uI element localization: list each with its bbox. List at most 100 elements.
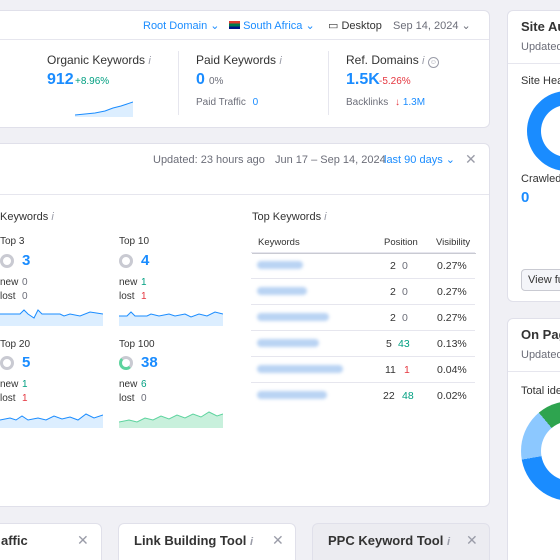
root-domain-dropdown[interactable]: Root Domain ⌄ — [143, 19, 219, 32]
divider — [0, 194, 489, 195]
country-dropdown[interactable]: South Africa ⌄ — [229, 19, 315, 32]
keyword-blurred[interactable] — [257, 365, 343, 373]
position-value: 22 — [383, 390, 395, 402]
organic-change: +8.96% — [75, 76, 110, 87]
new-value: 0 — [22, 277, 28, 288]
on-page-card: On Pag Updated Total ide — [507, 318, 560, 560]
table-row[interactable]: 5 43 0.13% — [251, 330, 475, 356]
info-icon: i — [446, 536, 451, 548]
top20-title: Top 20 — [0, 339, 31, 350]
crawled-value[interactable]: 0 — [521, 189, 530, 206]
link-building-card: Link Building Tool i ✕ — [118, 523, 296, 560]
paid-keywords-value[interactable]: 0 — [196, 71, 205, 88]
info-icon: i — [148, 55, 151, 67]
date-selector[interactable]: Sep 14, 2024 ⌄ — [393, 19, 471, 32]
backlinks-text: Backlinks — [346, 97, 389, 108]
info-icon: i — [279, 55, 282, 67]
visibility-value: 0.02% — [437, 390, 467, 402]
top10-value[interactable]: 4 — [141, 252, 150, 269]
top3-value[interactable]: 3 — [22, 252, 31, 269]
keyword-blurred[interactable] — [257, 391, 327, 399]
lost-value: 1 — [22, 393, 28, 404]
position-change: 0 — [402, 286, 408, 298]
visibility-value: 0.04% — [437, 364, 467, 376]
table-row[interactable]: 2 0 0.27% — [251, 278, 475, 304]
col-visibility[interactable]: Visibility — [436, 237, 471, 248]
ppc-keyword-text: PPC Keyword Tool — [328, 533, 444, 548]
keyword-blurred[interactable] — [257, 339, 319, 347]
root-domain-label: Root Domain — [143, 20, 208, 32]
backlinks-value[interactable]: 1.3M — [402, 97, 426, 108]
visibility-value: 0.27% — [437, 260, 467, 272]
top20-lost: lost 1 — [0, 393, 28, 404]
top20-value[interactable]: 5 — [22, 354, 31, 371]
col-keywords[interactable]: Keywords — [258, 237, 300, 248]
info-icon: i — [51, 211, 54, 223]
domain-overview-card: Root Domain ⌄ South Africa ⌄ ▭ Desktop S… — [0, 10, 490, 128]
backlinks-label: Backlinks ↓ 1.3M — [346, 97, 425, 108]
close-icon[interactable]: ✕ — [465, 151, 477, 167]
new-label: new — [119, 379, 138, 390]
period-dropdown[interactable]: last 90 days ⌄ — [384, 153, 455, 166]
view-full-report-button[interactable]: View fu — [521, 269, 560, 291]
lost-label: lost — [119, 393, 135, 404]
crawled-label: Crawled — [521, 173, 560, 185]
keyword-blurred[interactable] — [257, 261, 303, 269]
ref-domains-text: Ref. Domains — [346, 53, 419, 67]
chevron-down-icon: ⌄ — [305, 20, 315, 32]
paid-traffic-label: Paid Traffic 0 — [196, 97, 258, 108]
new-value: 6 — [141, 379, 147, 390]
close-icon[interactable]: ✕ — [77, 532, 89, 548]
keyword-blurred[interactable] — [257, 287, 307, 295]
positions-card: Updated: 23 hours ago Jun 17 – Sep 14, 2… — [0, 143, 490, 507]
table-row[interactable]: 11 1 0.04% — [251, 356, 475, 382]
top20-ring-icon — [0, 356, 14, 370]
traffic-card-title[interactable]: affic — [1, 533, 28, 548]
top100-ring-icon — [119, 356, 133, 370]
link-building-text: Link Building Tool — [134, 533, 247, 548]
close-icon[interactable]: ✕ — [272, 532, 284, 548]
table-row[interactable]: 2 0 0.27% — [251, 304, 475, 330]
new-label: new — [119, 277, 138, 288]
paid-keywords-text: Paid Keywords — [196, 53, 277, 67]
new-value: 1 — [22, 379, 28, 390]
top-keywords-title: Top Keywords i — [252, 211, 327, 223]
col-position[interactable]: Position — [384, 237, 418, 248]
ppc-keyword-title[interactable]: PPC Keyword Tool i — [328, 533, 450, 548]
position-value: 2 — [390, 260, 396, 272]
visibility-value: 0.27% — [437, 286, 467, 298]
close-icon[interactable]: ✕ — [466, 532, 478, 548]
ref-domains-label[interactable]: Ref. Domains i ☺ — [346, 53, 439, 68]
table-row[interactable]: 2 0 0.27% — [251, 252, 475, 278]
link-building-title[interactable]: Link Building Tool i — [134, 533, 253, 548]
paid-keywords-label[interactable]: Paid Keywords i — [196, 53, 282, 67]
top100-new: new 6 — [119, 379, 147, 390]
site-audit-title[interactable]: Site Au — [521, 19, 560, 34]
top100-value[interactable]: 38 — [141, 354, 158, 371]
chevron-down-icon: ⌄ — [461, 20, 471, 32]
keyword-blurred[interactable] — [257, 313, 329, 321]
position-change: 0 — [402, 312, 408, 324]
ref-domains-value[interactable]: 1.5K — [346, 71, 380, 88]
divider — [0, 39, 489, 40]
ideas-donut-chart — [521, 401, 560, 501]
device-dropdown[interactable]: ▭ Desktop — [328, 19, 382, 32]
top10-sparkline — [119, 311, 223, 326]
visibility-value: 0.13% — [437, 338, 467, 350]
organic-keywords-text: Organic Keywords — [47, 53, 146, 67]
organic-keywords-value[interactable]: 912 — [47, 71, 74, 88]
position-change: 48 — [402, 390, 414, 402]
date-range: Jun 17 – Sep 14, 2024 — [275, 154, 386, 166]
on-page-title[interactable]: On Pag — [521, 327, 560, 342]
organic-keywords-label[interactable]: Organic Keywords i — [47, 53, 151, 67]
date-label: Sep 14, 2024 — [393, 20, 459, 32]
lost-label: lost — [0, 393, 16, 404]
top20-sparkline — [0, 413, 103, 428]
period-label: last 90 days — [384, 154, 443, 166]
chevron-down-icon: ⌄ — [445, 154, 455, 166]
paid-traffic-value[interactable]: 0 — [252, 97, 259, 108]
table-row[interactable]: 22 48 0.02% — [251, 382, 475, 408]
lost-label: lost — [119, 291, 135, 302]
on-page-updated: Updated — [521, 349, 560, 361]
info-icon: i — [324, 211, 327, 223]
